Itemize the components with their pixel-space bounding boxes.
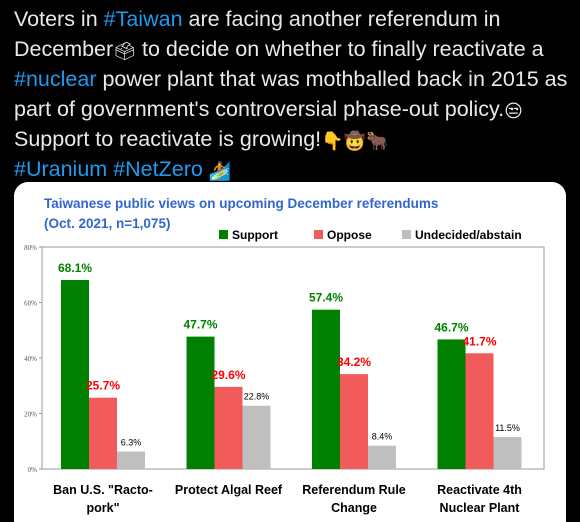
hashtag-netzero-link[interactable]: #NetZero — [113, 157, 203, 181]
bar-undecided-abstain — [117, 451, 145, 469]
bar-value-label: 22.8% — [244, 392, 270, 402]
y-tick-label: 40% — [24, 355, 37, 363]
bar-chart: Taiwanese public views on upcoming Decem… — [24, 196, 545, 515]
bar-support — [186, 336, 215, 469]
chart-image[interactable]: Taiwanese public views on upcoming Decem… — [14, 182, 566, 522]
legend-label: Undecided/abstain — [415, 228, 522, 242]
bar-support — [437, 339, 466, 469]
tweet-text-segment: to decide on whether to finally reactiva… — [136, 37, 544, 61]
chart-title: Taiwanese public views on upcoming Decem… — [44, 196, 438, 211]
category-label: Change — [331, 501, 377, 515]
legend-swatch-support — [219, 230, 228, 239]
bar-value-label: 34.2% — [337, 355, 371, 369]
ox-emoji-icon: 🐂 — [365, 131, 389, 151]
bar-value-label: 41.7% — [462, 334, 496, 348]
bar-oppose — [340, 374, 368, 469]
bar-value-label: 47.7% — [183, 318, 217, 332]
bar-value-label: 8.4% — [372, 432, 393, 442]
bar-undecided-abstain — [368, 445, 396, 469]
bar-support — [312, 309, 340, 469]
pointing-down-emoji-icon: 👇 — [321, 131, 344, 151]
legend-swatch-oppose — [314, 230, 323, 239]
surfer-emoji-icon: 🏄 — [208, 161, 232, 181]
legend-swatch-undecided-abstain — [402, 230, 411, 239]
legend-label: Support — [232, 228, 278, 242]
category-label: Nuclear Plant — [440, 501, 521, 515]
tweet-text-segment: power plant that was mothballed back in … — [14, 67, 568, 121]
tweet-text: Voters in #Taiwan are facing another ref… — [14, 4, 570, 184]
bar-undecided-abstain — [242, 405, 271, 469]
bar-value-label: 25.7% — [86, 379, 120, 393]
tweet-text-segment: Voters in — [14, 7, 104, 31]
category-label: Protect Algal Reef — [175, 483, 283, 497]
ballot-box-emoji-icon: 🗳 — [113, 41, 137, 61]
y-tick-label: 20% — [24, 411, 37, 419]
category-label: Reactivate 4th — [437, 483, 522, 497]
y-tick-label: 60% — [24, 300, 37, 308]
bar-value-label: 6.3% — [121, 438, 142, 448]
tweet-text-segment: are facing another referendum in Decembe… — [14, 7, 501, 61]
bar-oppose — [214, 386, 243, 469]
y-tick-label: 0% — [28, 466, 38, 474]
bar-value-label: 46.7% — [434, 320, 468, 334]
hashtag-uranium-link[interactable]: #Uranium — [14, 157, 108, 181]
y-tick-label: 80% — [24, 244, 37, 252]
bar-value-label: 11.5% — [495, 423, 520, 433]
bar-value-label: 68.1% — [58, 261, 92, 275]
hashtag-nuclear-link[interactable]: #nuclear — [14, 67, 97, 91]
cowboy-face-emoji-icon: 🤠 — [343, 131, 366, 151]
bar-undecided-abstain — [493, 437, 522, 469]
bar-oppose — [465, 353, 494, 469]
category-label: Ban U.S. "Racto- — [53, 483, 153, 497]
hashtag-taiwan-link[interactable]: #Taiwan — [103, 7, 183, 31]
bar-support — [61, 280, 89, 469]
tweet-text-segment: Support to reactivate is growing! — [14, 127, 322, 151]
bar-value-label: 57.4% — [309, 291, 343, 305]
category-label: Referendum Rule — [302, 483, 406, 497]
legend-label: Oppose — [327, 228, 372, 242]
category-label: pork" — [86, 501, 119, 515]
bar-value-label: 29.6% — [211, 368, 245, 382]
unamused-face-emoji-icon: 😒 — [504, 101, 523, 121]
bar-oppose — [89, 397, 117, 469]
chart-subtitle: (Oct. 2021, n=1,075) — [44, 216, 170, 231]
